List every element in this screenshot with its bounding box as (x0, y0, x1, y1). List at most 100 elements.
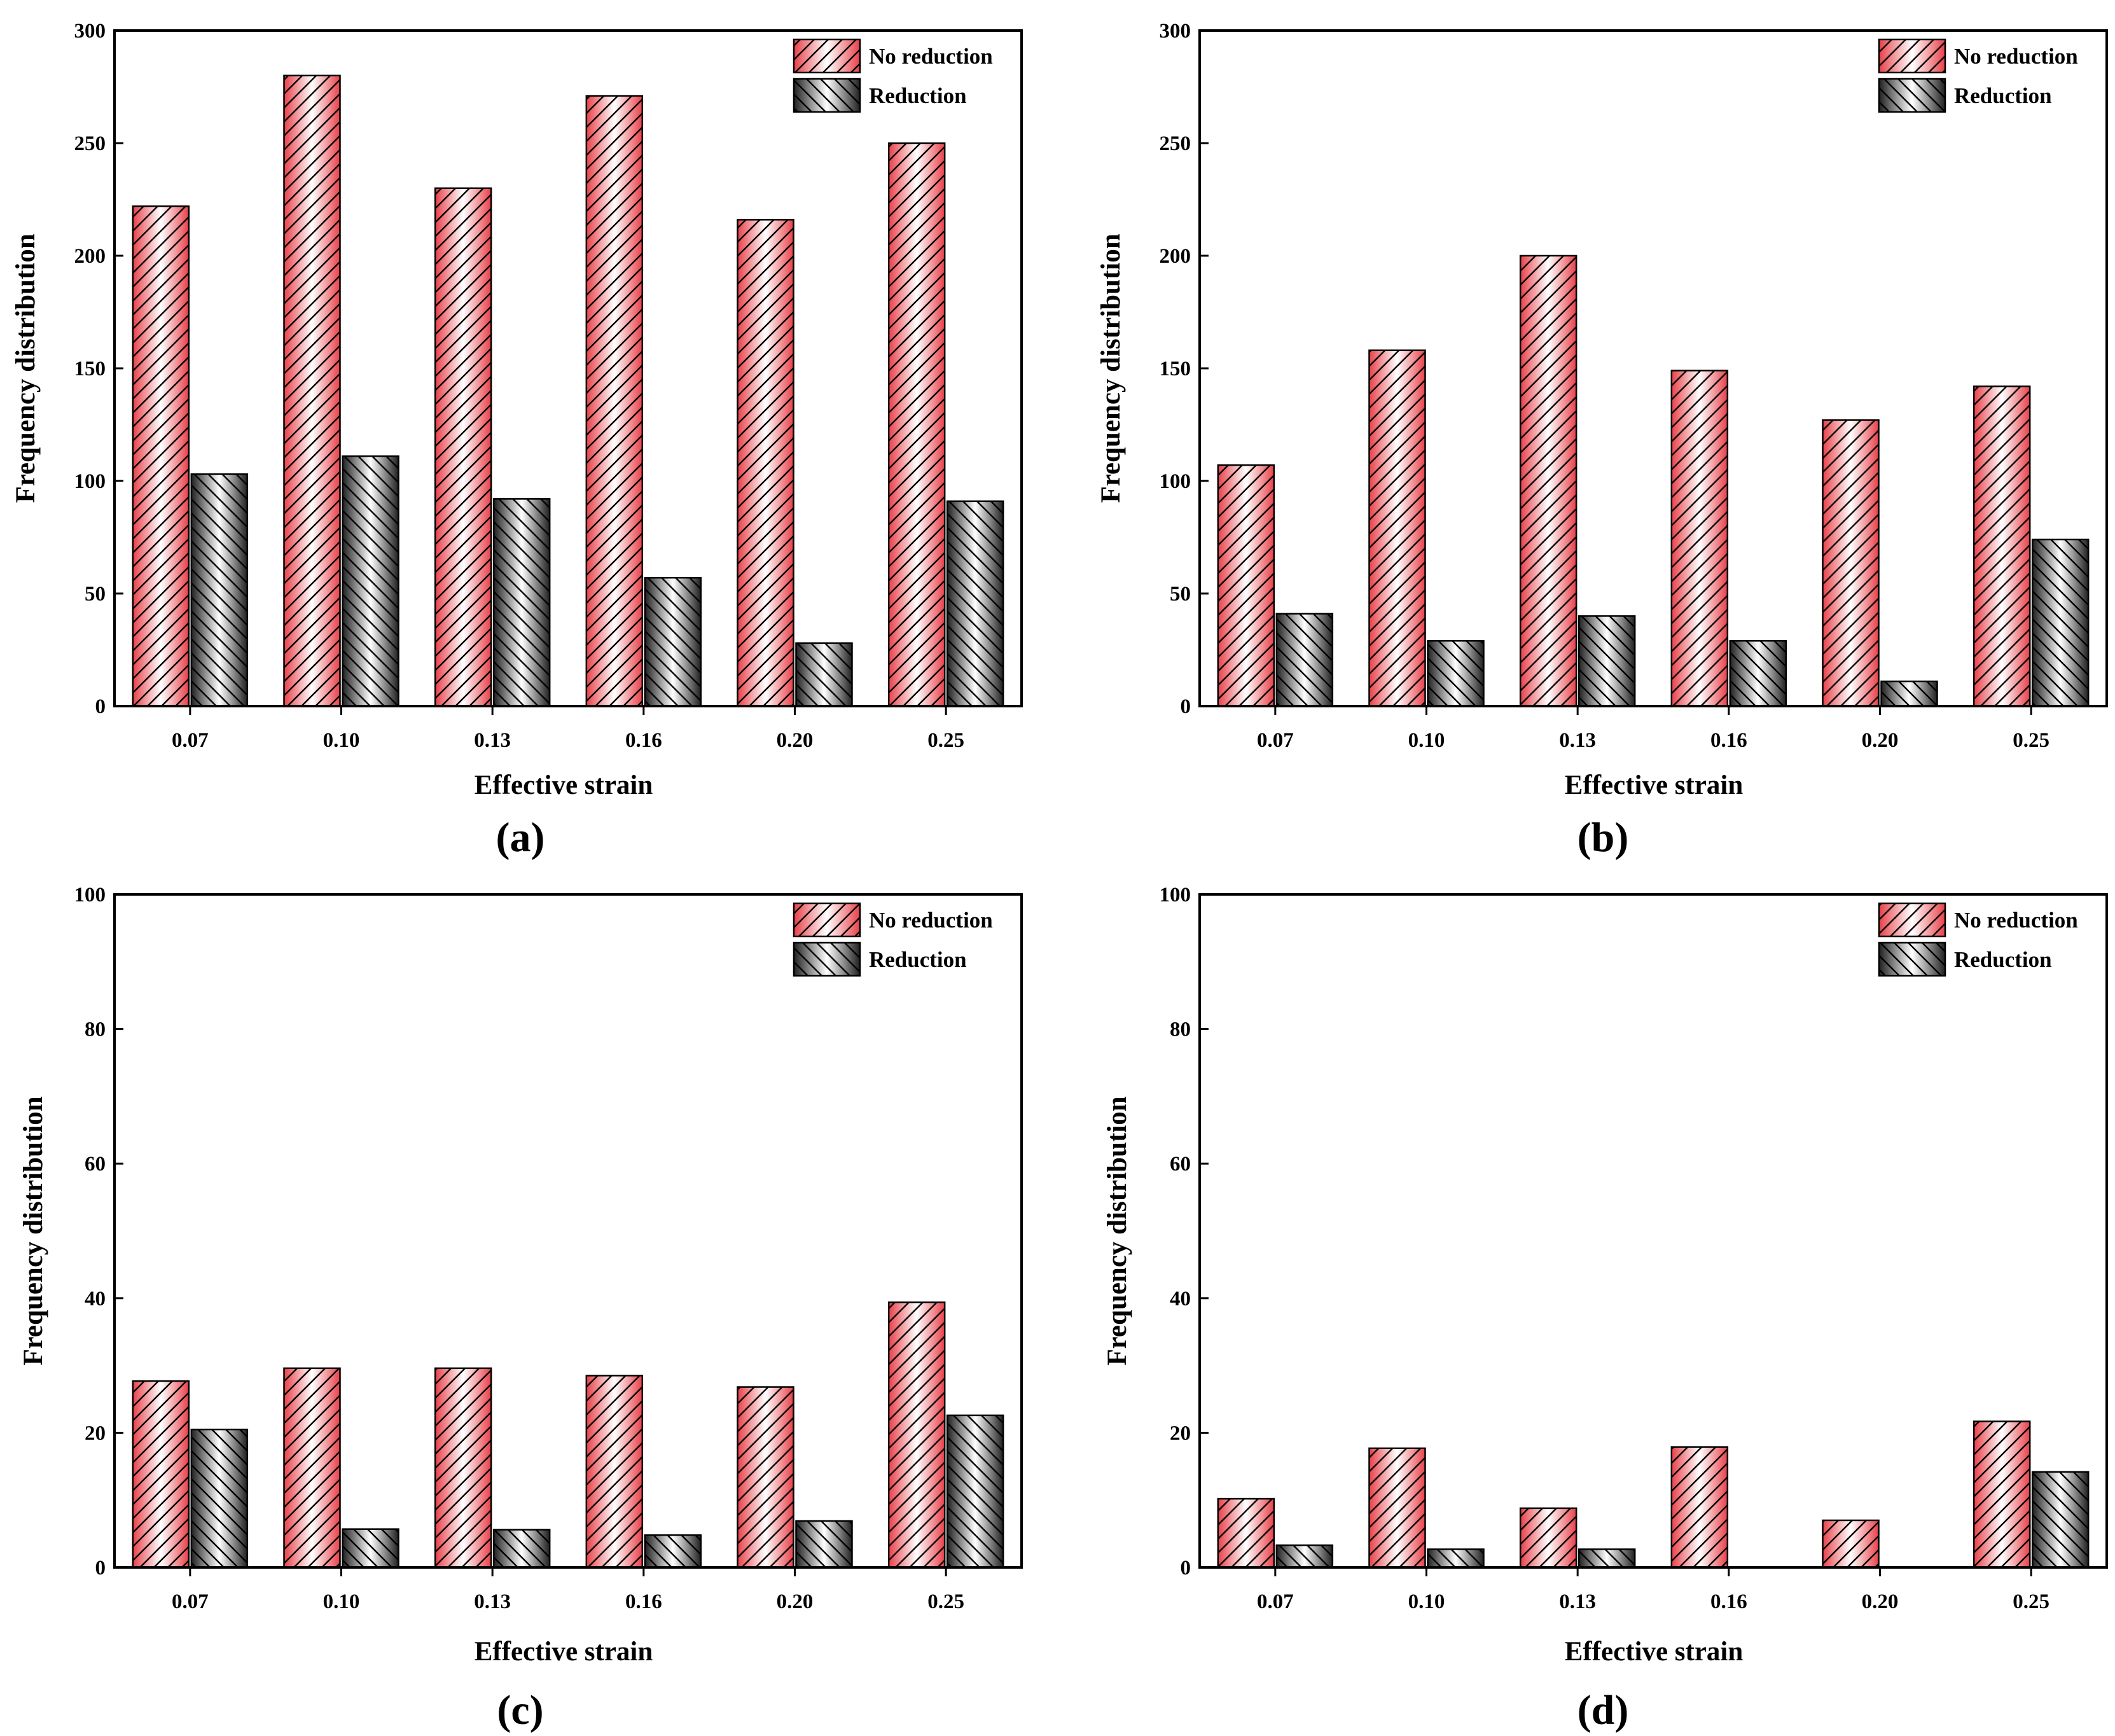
bar-reduction-0.13 (492, 498, 551, 707)
panel-label: (d) (1578, 1687, 1629, 1733)
chart-panel-a: 0 50 100 150 200 250 300 0.07 0.10 0.13 0.16 0.20 0.… (11, 20, 1023, 861)
plot-frame (1198, 893, 2108, 1569)
bar-no-reduction-0.25 (1973, 1420, 2031, 1569)
x-tick-label: 0.10 (1408, 729, 1445, 752)
y-tick-label: 250 (1160, 132, 1191, 155)
plot-frame (113, 893, 1023, 1569)
bar-reduction-0.07 (190, 473, 249, 707)
y-tick-label: 80 (1170, 1018, 1191, 1041)
y-axis-title: Frequency distribution (18, 1096, 48, 1365)
legend-label: Reduction (869, 947, 967, 972)
legend-swatch (793, 78, 861, 113)
y-tick-label: 300 (1160, 20, 1191, 43)
x-tick-label: 0.13 (474, 729, 511, 752)
bar-reduction-0.25 (2031, 538, 2090, 707)
legend-item-no-reduction: No reduction (1878, 902, 2078, 938)
panel-label: (a) (496, 814, 545, 861)
x-tick-label: 0.16 (1710, 729, 1747, 752)
x-tick-label: 0.13 (474, 1590, 511, 1613)
bar-no-reduction-0.20 (737, 219, 794, 707)
x-tick-label: 0.16 (625, 1590, 662, 1613)
bar-reduction-0.10 (1427, 640, 1485, 707)
bar-reduction-0.20 (795, 1520, 853, 1569)
x-axis-title: Effective strain (475, 770, 653, 800)
legend-item-reduction: Reduction (1878, 78, 2052, 113)
bar-no-reduction-0.13 (1519, 1507, 1578, 1569)
legend-item-reduction: Reduction (1878, 941, 2052, 977)
legend-label: No reduction (869, 44, 993, 69)
panel-label: (b) (1578, 814, 1629, 861)
x-tick-label: 0.20 (777, 729, 814, 752)
legend-label: Reduction (1954, 83, 2052, 108)
legend-item-no-reduction: No reduction (793, 38, 993, 74)
y-tick-label: 100 (1160, 884, 1191, 906)
y-tick-label: 300 (74, 20, 106, 43)
bar-reduction-0.16 (1729, 640, 1787, 707)
plot-frame (1198, 29, 2108, 707)
x-tick-label: 0.16 (1710, 1590, 1747, 1613)
legend-swatch (793, 902, 861, 938)
x-tick-label: 0.25 (927, 1590, 964, 1613)
bar-no-reduction-0.16 (585, 95, 644, 707)
y-tick-label: 100 (74, 470, 106, 493)
bar-no-reduction-0.10 (283, 1367, 341, 1569)
y-tick-label: 150 (1160, 358, 1191, 380)
y-tick-label: 40 (1170, 1288, 1191, 1310)
legend-item-no-reduction: No reduction (793, 902, 993, 938)
bar-reduction-0.07 (1275, 1544, 1334, 1569)
y-tick-label: 40 (85, 1288, 106, 1310)
x-tick-label: 0.10 (323, 729, 360, 752)
plot-frame (113, 29, 1023, 707)
x-tick-label: 0.13 (1559, 1590, 1596, 1613)
y-tick-label: 60 (85, 1153, 106, 1176)
bar-reduction-0.10 (342, 1528, 399, 1569)
y-axis-title: Frequency distribution (11, 233, 41, 503)
x-tick-label: 0.25 (927, 729, 964, 752)
legend-swatch (793, 38, 861, 74)
legend-label: Reduction (869, 83, 967, 108)
y-tick-label: 200 (74, 245, 106, 268)
bar-no-reduction-0.20 (1822, 419, 1880, 707)
bar-reduction-0.16 (644, 576, 702, 707)
legend: No reduction Reduction (1878, 902, 2078, 977)
x-tick-label: 0.25 (2013, 729, 2049, 752)
y-tick-label: 250 (74, 132, 106, 155)
y-tick-label: 80 (85, 1018, 106, 1041)
x-tick-label: 0.07 (172, 729, 209, 752)
chart-panel-b: 0 50 100 150 200 250 300 0.07 0.10 0.13 0.16 0.20 0.… (1096, 20, 2108, 861)
bar-reduction-0.13 (1578, 1548, 1636, 1569)
legend-label: No reduction (1954, 908, 2078, 933)
legend: No reduction Reduction (793, 38, 993, 113)
bar-reduction-0.25 (946, 1414, 1004, 1569)
bar-no-reduction-0.16 (585, 1375, 644, 1569)
legend-swatch (1878, 38, 1946, 74)
x-tick-label: 0.16 (625, 729, 662, 752)
bar-reduction-0.10 (1427, 1548, 1485, 1569)
x-tick-label: 0.13 (1559, 729, 1596, 752)
y-tick-label: 50 (1170, 583, 1191, 606)
bar-no-reduction-0.16 (1670, 370, 1729, 707)
bar-no-reduction-0.20 (1822, 1519, 1880, 1569)
legend-swatch (1878, 78, 1946, 113)
y-tick-label: 200 (1160, 245, 1191, 268)
bar-no-reduction-0.16 (1670, 1446, 1729, 1569)
bar-no-reduction-0.10 (1368, 1447, 1426, 1569)
bar-no-reduction-0.13 (1519, 254, 1578, 707)
chart-panel-d: 0 20 40 60 80 100 0.07 0.10 0.13 0.16 0.20 0.25 Effe… (1102, 884, 2108, 1733)
legend-swatch (1878, 941, 1946, 977)
x-tick-label: 0.07 (1257, 729, 1294, 752)
bar-no-reduction-0.07 (132, 1380, 190, 1569)
x-axis-title: Effective strain (1565, 1637, 1744, 1667)
legend-item-reduction: Reduction (793, 941, 967, 977)
y-tick-label: 50 (85, 583, 106, 606)
y-tick-label: 60 (1170, 1153, 1191, 1176)
legend-swatch (1878, 902, 1946, 938)
x-tick-label: 0.20 (777, 1590, 814, 1613)
bar-no-reduction-0.07 (132, 205, 190, 707)
legend-label: No reduction (1954, 44, 2078, 69)
y-tick-label: 100 (74, 884, 106, 906)
bar-no-reduction-0.10 (283, 74, 341, 707)
legend-label: No reduction (869, 908, 993, 933)
legend: No reduction Reduction (1878, 38, 2078, 113)
